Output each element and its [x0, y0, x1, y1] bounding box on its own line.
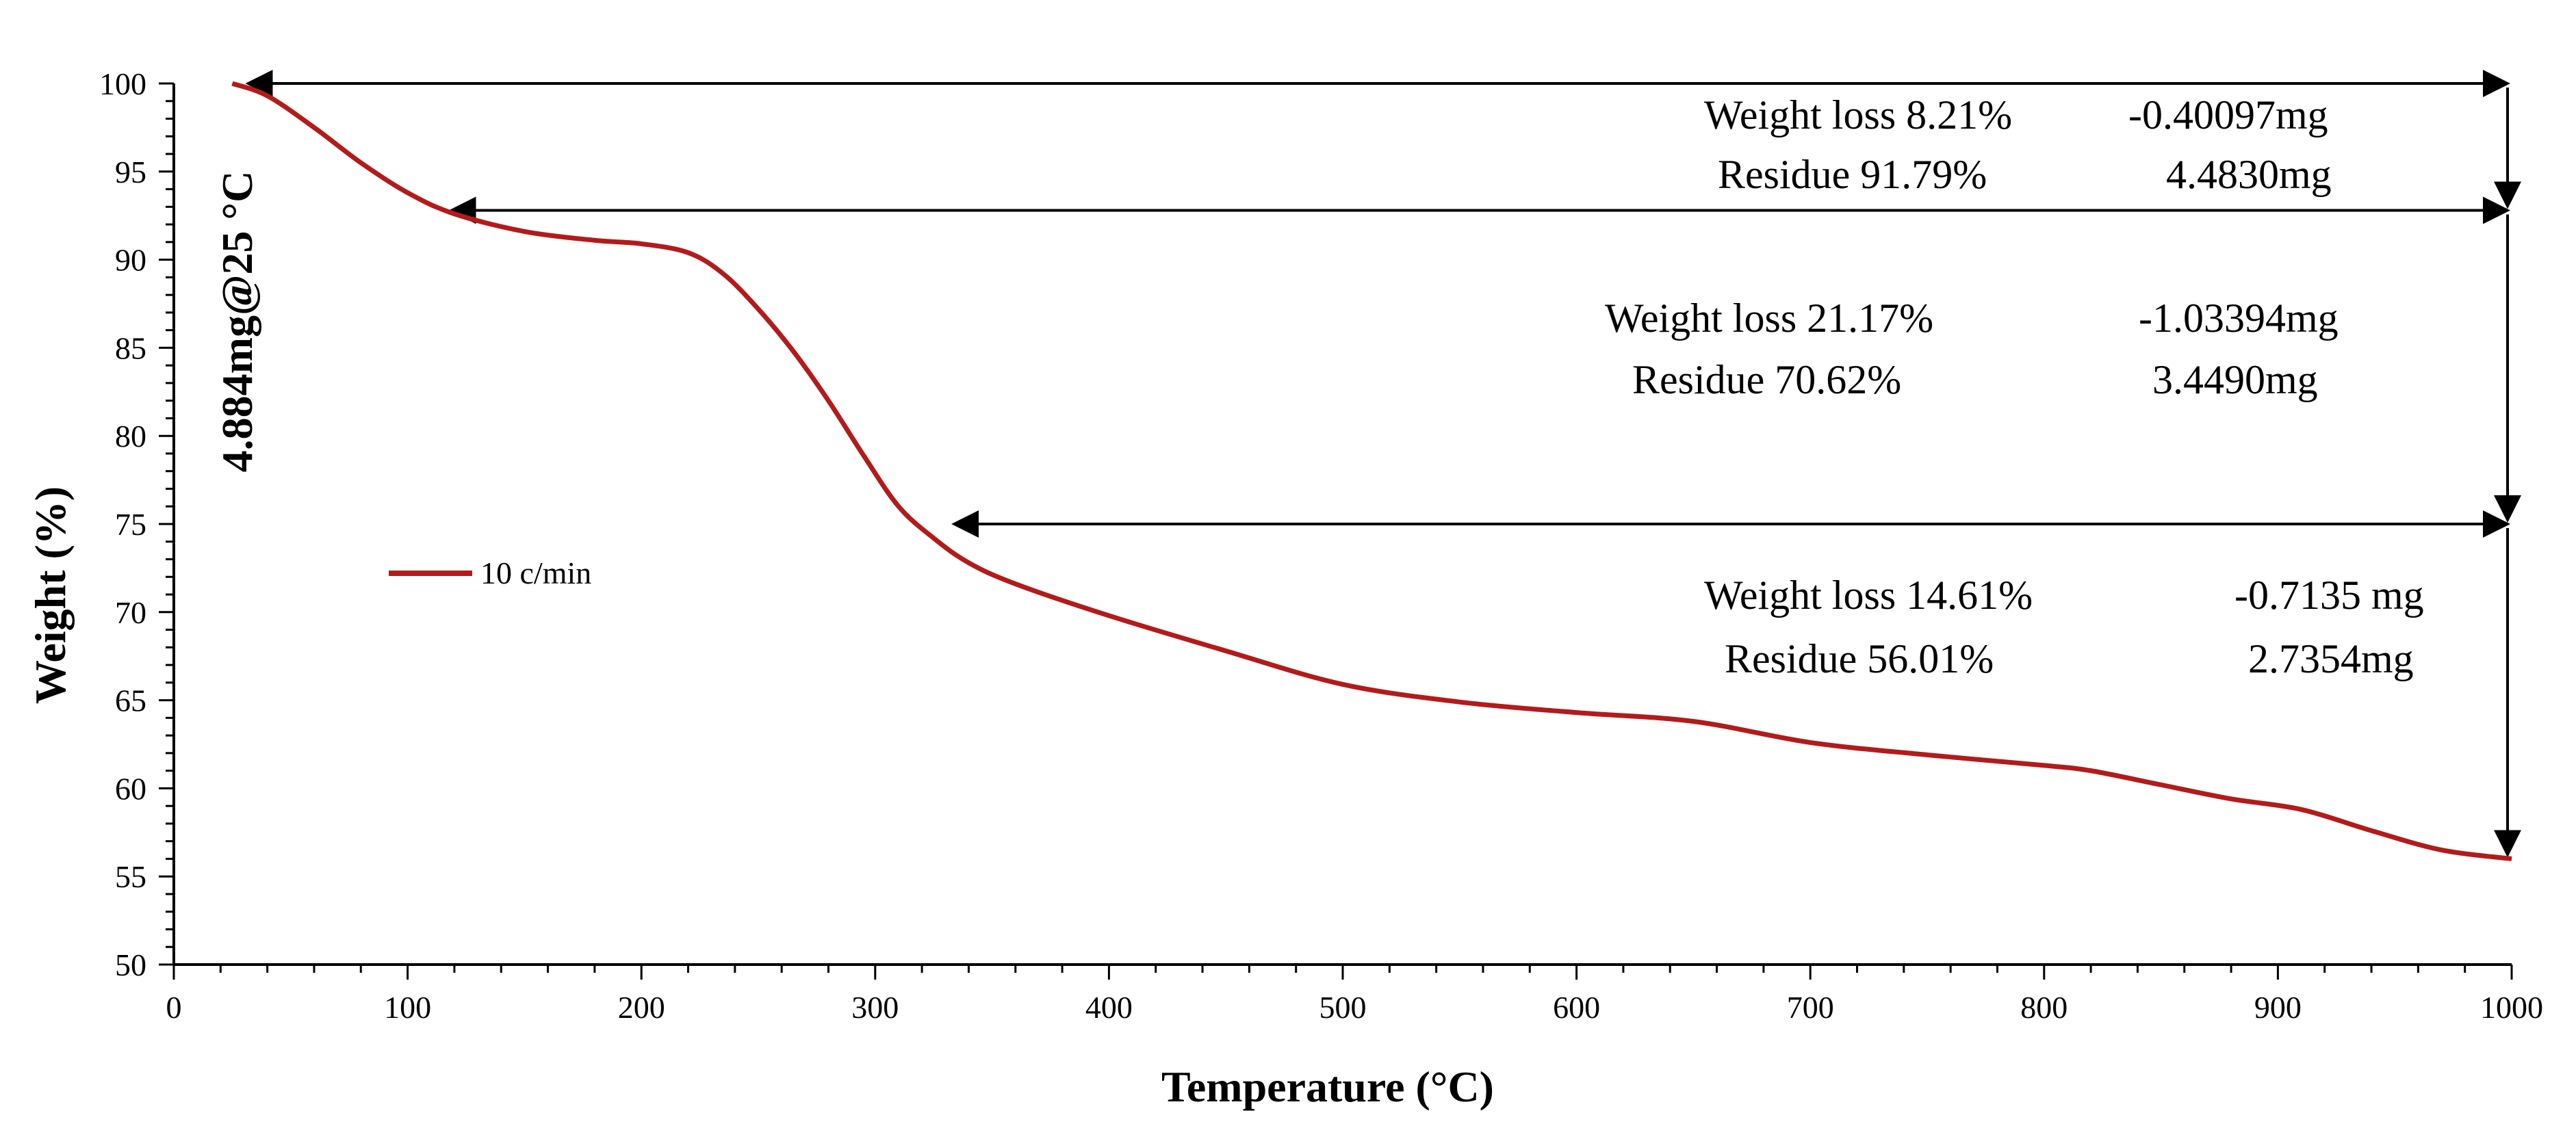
x-tick-label: 900: [2254, 990, 2302, 1025]
range-arrows: [245, 70, 2510, 538]
annotation-3-residue: Residue 56.01%: [1725, 636, 1994, 681]
series-group: [231, 81, 2512, 861]
y-tick-label: 55: [115, 859, 146, 894]
legend: 10 c/min: [389, 555, 591, 590]
annotation-1-residue-mass: 4.4830mg: [2166, 152, 2332, 197]
annotation-3-residue-mass: 2.7354mg: [2248, 636, 2414, 681]
initial-mass-label: 4.884mg@25 °C: [213, 171, 261, 473]
x-tick-label: 300: [851, 990, 899, 1025]
x-tick-label: 1000: [2480, 990, 2543, 1025]
y-tick-label: 65: [115, 683, 146, 718]
annotation-3-weight-loss-mass: -0.7135 mg: [2234, 573, 2424, 618]
annotation-step-3: Weight loss 14.61% -0.7135 mg Residue 56…: [1704, 573, 2424, 681]
annotation-2-weight-loss-mass: -1.03394mg: [2139, 296, 2339, 341]
y-tick-label: 60: [115, 771, 146, 806]
legend-label: 10 c/min: [480, 555, 591, 590]
x-tick-label: 600: [1553, 990, 1600, 1025]
y-tick-label: 90: [115, 243, 146, 278]
y-tick-label: 80: [115, 419, 146, 454]
x-tick-label: 400: [1085, 990, 1133, 1025]
y-tick-label: 95: [115, 155, 146, 189]
series-line: [231, 81, 2512, 861]
x-tick-label: 100: [384, 990, 431, 1025]
annotation-step-2: Weight loss 21.17% -1.03394mg Residue 70…: [1605, 296, 2339, 402]
x-tick-label: 500: [1319, 990, 1367, 1025]
annotation-step-1: Weight loss 8.21% -0.40097mg Residue 91.…: [1704, 92, 2332, 197]
x-axis-title: Temperature (°C): [1161, 1062, 1494, 1111]
y-tick-label: 50: [115, 947, 146, 982]
annotation-3-weight-loss: Weight loss 14.61%: [1704, 573, 2033, 618]
y-axis-title: Weight (%): [26, 486, 75, 704]
y-tick-label: 70: [115, 595, 146, 630]
y-tick-label: 75: [115, 507, 146, 542]
annotation-1-residue: Residue 91.79%: [1718, 152, 1987, 197]
y-tick-label: 100: [99, 66, 146, 101]
annotation-1-weight-loss: Weight loss 8.21%: [1704, 92, 2012, 138]
x-axis-ticks: 0 100 200 300 400 500 600 700 800 900 1000: [166, 965, 2543, 1025]
y-tick-label: 85: [115, 330, 146, 365]
y-axis-ticks: 50 55 60 65 70 75 80 85 90 95 100: [99, 66, 174, 982]
annotation-2-residue-mass: 3.4490mg: [2152, 357, 2318, 402]
x-tick-label: 800: [2020, 990, 2068, 1025]
annotation-2-residue: Residue 70.62%: [1632, 357, 1901, 402]
x-tick-label: 700: [1787, 990, 1834, 1025]
annotation-1-weight-loss-mass: -0.40097mg: [2128, 92, 2328, 138]
x-tick-label: 200: [618, 990, 665, 1025]
x-tick-label: 0: [166, 990, 182, 1025]
annotation-2-weight-loss: Weight loss 21.17%: [1605, 296, 1933, 341]
